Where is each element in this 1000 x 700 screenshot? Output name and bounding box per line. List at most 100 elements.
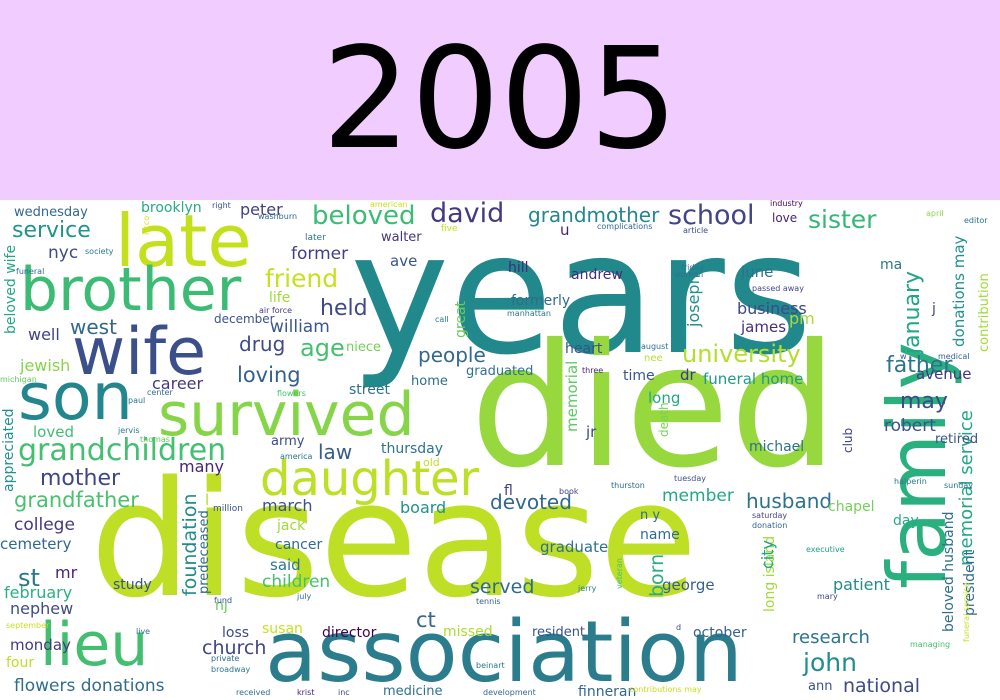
cloud-word: director: [322, 625, 377, 641]
cloud-word: board: [400, 498, 447, 517]
cloud-word: women: [674, 270, 704, 279]
cloud-word: cancer: [275, 537, 323, 553]
cloud-word: contributions may: [629, 685, 702, 694]
cloud-word: jr: [586, 423, 597, 441]
cloud-word: broadway: [211, 665, 251, 674]
cloud-word: predeceased: [197, 510, 212, 594]
cloud-word: school: [668, 200, 755, 231]
cloud-word: complications: [597, 222, 653, 231]
cloud-word: n y: [640, 508, 661, 523]
cloud-word: august: [641, 342, 669, 351]
cloud-word: washburn: [258, 212, 298, 221]
cloud-word: beloved husband: [941, 511, 957, 632]
cloud-word: ricco: [142, 215, 151, 235]
cloud-word: thurston: [611, 481, 645, 490]
cloud-word: thomas: [140, 435, 170, 444]
cloud-word: street: [349, 382, 390, 398]
cloud-word: article: [683, 226, 709, 235]
cloud-word: city: [758, 540, 777, 569]
cloud-word: tuesday: [674, 474, 707, 483]
cloud-word: son: [18, 360, 133, 435]
cloud-word: mother: [40, 466, 121, 491]
cloud-word: study: [113, 577, 152, 593]
cloud-word: nee: [644, 353, 663, 364]
cloud-word: love: [772, 211, 798, 225]
cloud-word: april: [926, 209, 944, 218]
cloud-word: lieu: [40, 610, 149, 680]
cloud-word: devoted: [490, 490, 572, 514]
cloud-word: resident: [532, 625, 586, 640]
cloud-word: drug: [239, 332, 286, 356]
cloud-word: j: [932, 301, 936, 317]
cloud-word: nj: [215, 598, 228, 614]
cloud-word: jerry: [578, 584, 597, 593]
cloud-word: walter: [381, 230, 422, 245]
cloud-word: appreciated: [1, 408, 17, 492]
cloud-word: time: [623, 368, 655, 384]
cloud-word: avenue: [916, 365, 972, 383]
cloud-word: mr: [55, 563, 78, 582]
cloud-word: fl: [504, 483, 513, 499]
cloud-word: peter: [240, 200, 283, 219]
word-cloud: years died disease family association late bro…: [0, 200, 1000, 700]
cloud-word: missed: [443, 624, 493, 640]
cloud-word: u: [560, 221, 570, 239]
cloud-word: friday: [681, 263, 705, 272]
cloud-word: george: [662, 576, 715, 594]
cloud-word: call: [435, 315, 449, 324]
year-title: 2005: [321, 18, 679, 181]
cloud-word: saturday: [752, 511, 788, 520]
cloud-word: great: [453, 300, 469, 338]
cloud-word: center: [147, 388, 173, 397]
cloud-word: flowers donations: [14, 676, 165, 696]
cloud-word: business: [737, 299, 807, 318]
cloud-word: sister: [808, 205, 877, 234]
cloud-word: long: [648, 389, 681, 407]
cloud-word: society: [85, 247, 114, 256]
cloud-word: paul: [128, 396, 146, 405]
cloud-word: loved: [33, 423, 74, 441]
cloud-word: st: [18, 564, 40, 592]
cloud-word: retired: [935, 432, 979, 447]
cloud-word: age: [300, 334, 345, 362]
cloud-word: march: [262, 496, 313, 515]
cloud-word: passed away: [752, 284, 804, 293]
cloud-word: grandchildren: [18, 433, 227, 468]
cloud-word: served: [470, 576, 535, 598]
cloud-word: l: [205, 491, 210, 509]
cloud-word: live: [136, 627, 151, 636]
cloud-word: funeral home: [703, 370, 804, 388]
cloud-word: million: [213, 504, 243, 514]
cloud-word: nephew: [10, 599, 74, 618]
cloud-word: funeral service: [962, 582, 971, 643]
cloud-word: brooklyn: [141, 200, 202, 216]
cloud-word: ave: [390, 252, 418, 270]
cloud-word: david: [430, 200, 505, 229]
cloud-word: formerly: [511, 293, 571, 309]
cloud-word: memorial: [563, 360, 581, 432]
cloud-word: graduate: [540, 538, 609, 556]
cloud-word: may: [900, 389, 948, 414]
cloud-word: well: [28, 325, 60, 344]
cloud-word: late: [115, 200, 252, 283]
cloud-word: west: [70, 315, 117, 339]
cloud-word: research: [792, 627, 870, 648]
cloud-word: life: [269, 290, 291, 306]
cloud-word: inc: [338, 688, 350, 697]
cloud-word: association: [265, 603, 743, 700]
cloud-word: friend: [265, 264, 339, 293]
cloud-word: donation: [752, 521, 788, 530]
cloud-word: joseph: [684, 274, 703, 327]
cloud-word: john: [803, 648, 857, 677]
cloud-word: service: [12, 218, 91, 243]
cloud-word: thursday: [381, 441, 444, 457]
cloud-word: many: [179, 457, 224, 476]
cloud-word: daughter: [260, 451, 480, 507]
cloud-word: grandmother: [528, 203, 660, 227]
cloud-word: pm: [789, 309, 815, 328]
cloud-word: home: [411, 374, 448, 389]
year-banner: 2005: [0, 0, 1000, 200]
cloud-word: cemetery: [0, 535, 72, 553]
cloud-word: james: [741, 318, 787, 336]
cloud-word: halperin: [894, 477, 927, 486]
